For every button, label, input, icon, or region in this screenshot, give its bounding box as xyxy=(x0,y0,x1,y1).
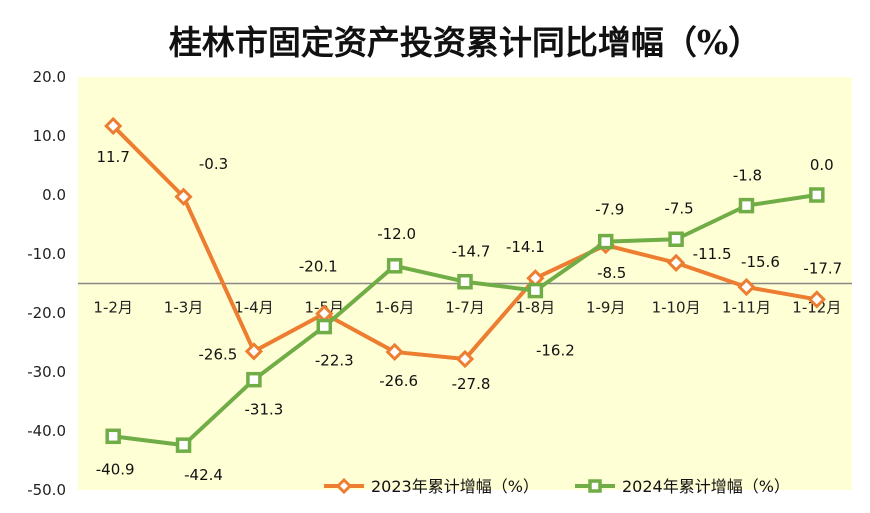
data-label: -7.5 xyxy=(664,199,693,217)
x-tick-label: 1-6月 xyxy=(375,299,415,317)
legend: 2023年累计增幅（%） 2024年累计增幅（%） xyxy=(324,477,790,496)
data-point-marker xyxy=(104,116,123,136)
data-point-marker xyxy=(244,342,264,361)
data-label: -22.3 xyxy=(315,352,354,370)
data-point-marker xyxy=(174,187,193,206)
data-point-marker xyxy=(175,437,192,453)
data-label: -20.1 xyxy=(299,258,338,276)
data-point-marker xyxy=(105,428,121,445)
data-point-marker xyxy=(738,197,755,214)
data-label: -11.5 xyxy=(693,245,732,263)
data-label: -15.6 xyxy=(741,253,780,271)
data-point-marker xyxy=(457,273,473,290)
data-point-marker xyxy=(807,290,826,309)
data-label: -16.2 xyxy=(536,342,575,360)
x-tick-label: 1-4月 xyxy=(234,299,274,317)
data-label: -1.8 xyxy=(733,167,762,185)
data-point-marker xyxy=(385,342,404,362)
data-point-marker xyxy=(455,349,475,369)
data-label: -42.4 xyxy=(184,466,223,484)
data-label: -40.9 xyxy=(96,460,135,478)
legend-label: 2023年累计增幅（%） xyxy=(371,477,539,496)
data-label: -14.1 xyxy=(506,238,545,256)
data-label: -26.5 xyxy=(199,345,238,363)
x-tick-label: 1-8月 xyxy=(516,299,556,317)
x-tick-label: 1-3月 xyxy=(164,299,204,317)
data-point-marker xyxy=(666,253,686,272)
y-tick-label: 20.0 xyxy=(33,68,66,86)
data-label: -0.3 xyxy=(199,155,228,173)
data-point-marker xyxy=(246,371,262,388)
data-label: -7.9 xyxy=(595,201,624,219)
data-point-marker xyxy=(316,318,333,335)
data-point-marker xyxy=(737,277,756,297)
legend-marker-icon xyxy=(588,479,602,493)
data-label: -27.8 xyxy=(452,375,491,393)
chart-title: 桂林市固定资产投资累计同比增幅（%） xyxy=(169,23,761,62)
data-label: 0.0 xyxy=(810,156,834,174)
data-point-marker xyxy=(597,233,614,250)
x-tick-label: 1-7月 xyxy=(445,299,485,317)
y-tick-label: -30.0 xyxy=(27,363,66,381)
data-label: -17.7 xyxy=(803,259,842,277)
data-label: -8.5 xyxy=(597,264,626,282)
data-label: -14.7 xyxy=(452,243,491,261)
data-label: -31.3 xyxy=(245,401,284,419)
y-tick-label: -10.0 xyxy=(27,245,66,263)
legend-label: 2024年累计增幅（%） xyxy=(622,477,790,496)
x-tick-label: 1-2月 xyxy=(93,299,133,317)
x-tick-label: 1-10月 xyxy=(652,299,701,317)
data-point-marker xyxy=(527,282,544,299)
y-tick-label: -20.0 xyxy=(27,304,66,322)
data-label: -26.6 xyxy=(379,372,418,390)
legend-marker-icon xyxy=(335,477,353,495)
data-point-marker xyxy=(668,231,684,247)
y-tick-label: -50.0 xyxy=(27,481,66,499)
y-tick-label: 10.0 xyxy=(33,127,66,145)
data-label: -12.0 xyxy=(377,225,416,243)
y-tick-label: 0.0 xyxy=(42,186,66,204)
x-tick-label: 1-11月 xyxy=(722,299,771,317)
data-point-marker xyxy=(386,258,403,274)
data-point-marker xyxy=(809,187,825,203)
data-label: 11.7 xyxy=(96,148,129,166)
y-tick-label: -40.0 xyxy=(27,422,66,440)
x-tick-label: 1-9月 xyxy=(586,299,626,317)
